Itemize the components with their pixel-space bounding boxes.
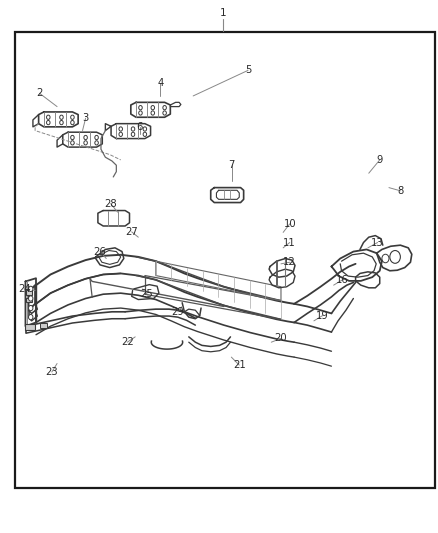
Text: 25: 25: [140, 289, 153, 299]
Text: 8: 8: [396, 186, 403, 196]
Circle shape: [131, 127, 134, 131]
Text: 10: 10: [283, 219, 295, 229]
Text: 23: 23: [46, 367, 58, 377]
Bar: [26, 290, 32, 295]
Circle shape: [95, 135, 98, 140]
Text: 6: 6: [136, 122, 142, 132]
Circle shape: [119, 132, 122, 136]
Text: 22: 22: [120, 337, 134, 347]
Text: 29: 29: [171, 307, 184, 317]
Text: 3: 3: [82, 114, 88, 123]
Circle shape: [71, 135, 74, 140]
Text: 13: 13: [371, 238, 383, 247]
Bar: [40, 323, 47, 328]
Text: 9: 9: [376, 155, 382, 165]
Circle shape: [84, 135, 87, 140]
Circle shape: [71, 115, 74, 119]
Text: 27: 27: [125, 227, 138, 237]
Text: 19: 19: [315, 311, 328, 320]
Text: 7: 7: [228, 160, 234, 170]
Bar: [25, 324, 35, 330]
Text: 28: 28: [104, 199, 117, 208]
Circle shape: [131, 132, 134, 136]
Circle shape: [28, 296, 33, 301]
Circle shape: [60, 115, 63, 119]
Text: 1: 1: [219, 9, 226, 18]
Text: 20: 20: [274, 334, 286, 343]
Circle shape: [84, 141, 87, 145]
Circle shape: [119, 127, 122, 131]
Circle shape: [143, 132, 146, 136]
Text: 26: 26: [93, 247, 106, 256]
Text: 12: 12: [283, 257, 296, 267]
Circle shape: [95, 141, 98, 145]
Circle shape: [151, 111, 154, 115]
Text: 2: 2: [36, 88, 42, 98]
Text: 4: 4: [157, 78, 163, 87]
Text: 5: 5: [244, 66, 251, 75]
Bar: [26, 298, 32, 302]
Circle shape: [46, 115, 50, 119]
Text: 16: 16: [335, 275, 348, 285]
Circle shape: [71, 120, 74, 125]
Circle shape: [138, 106, 142, 110]
Circle shape: [46, 120, 50, 125]
Circle shape: [162, 111, 166, 115]
Circle shape: [71, 141, 74, 145]
Circle shape: [28, 305, 33, 311]
Bar: [15, 32, 434, 488]
Circle shape: [162, 106, 166, 110]
Circle shape: [138, 111, 142, 115]
Circle shape: [28, 286, 33, 292]
Circle shape: [60, 120, 63, 125]
Circle shape: [151, 106, 154, 110]
Text: 24: 24: [18, 284, 30, 294]
Text: 21: 21: [232, 360, 245, 370]
Circle shape: [143, 127, 146, 131]
Circle shape: [28, 314, 33, 320]
Text: 11: 11: [283, 238, 296, 247]
